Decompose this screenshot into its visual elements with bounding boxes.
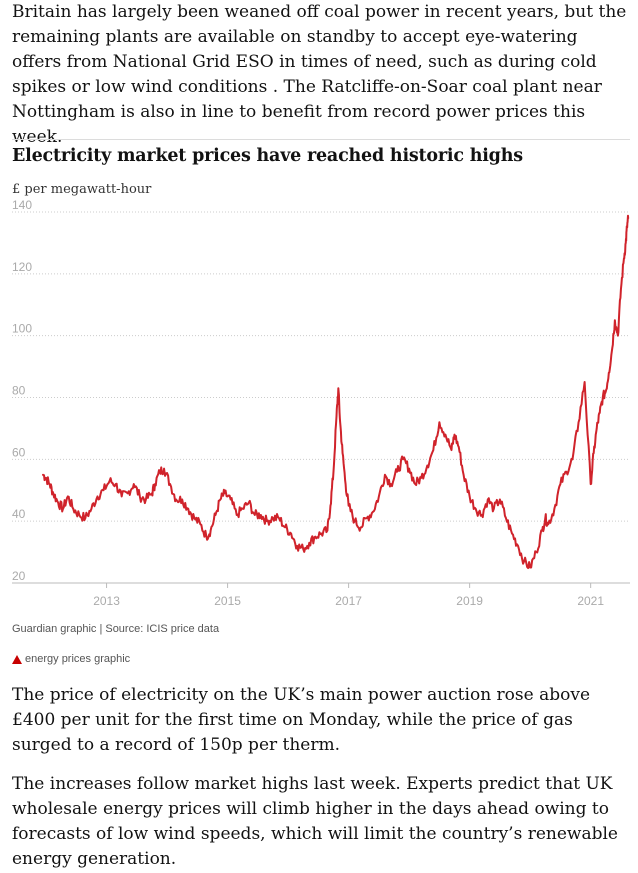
- y-tick-label: 80: [12, 384, 26, 398]
- x-tick-label: 2019: [456, 594, 483, 608]
- x-tick-label: 2015: [214, 594, 241, 608]
- y-tick-label: 140: [12, 198, 32, 212]
- y-tick-label: 100: [12, 322, 32, 336]
- x-tick-label: 2017: [335, 594, 362, 608]
- y-tick-label: 40: [12, 507, 26, 521]
- x-tick-label: 2013: [93, 594, 120, 608]
- chart-gridlines: [12, 211, 630, 584]
- article-paragraph: The increases follow market highs last w…: [12, 774, 618, 869]
- electricity-price-line: [42, 214, 630, 570]
- divider: [12, 139, 630, 140]
- y-axis-ticks: 20 40 60 80 100 120 140: [12, 198, 32, 583]
- y-tick-label: 120: [12, 260, 32, 274]
- related-graphic-link[interactable]: energy prices graphic: [12, 653, 130, 665]
- y-tick-label: 60: [12, 445, 26, 459]
- triangle-icon: [12, 654, 22, 664]
- y-axis-unit-label: £ per megawatt-hour: [12, 182, 152, 197]
- article-paragraph: Britain has largely been weaned off coal…: [12, 2, 627, 147]
- figure-caption: Guardian graphic | Source: ICIS price da…: [12, 623, 220, 635]
- article-paragraph: The price of electricity on the UK’s mai…: [12, 685, 591, 755]
- chart-title: Electricity market prices have reached h…: [12, 146, 523, 166]
- related-graphic-label: energy prices graphic: [25, 653, 131, 665]
- x-axis-ticks: 2013 2015 2017 2019 2021: [93, 583, 604, 608]
- x-tick-label: 2021: [577, 594, 604, 608]
- y-tick-label: 20: [12, 569, 26, 583]
